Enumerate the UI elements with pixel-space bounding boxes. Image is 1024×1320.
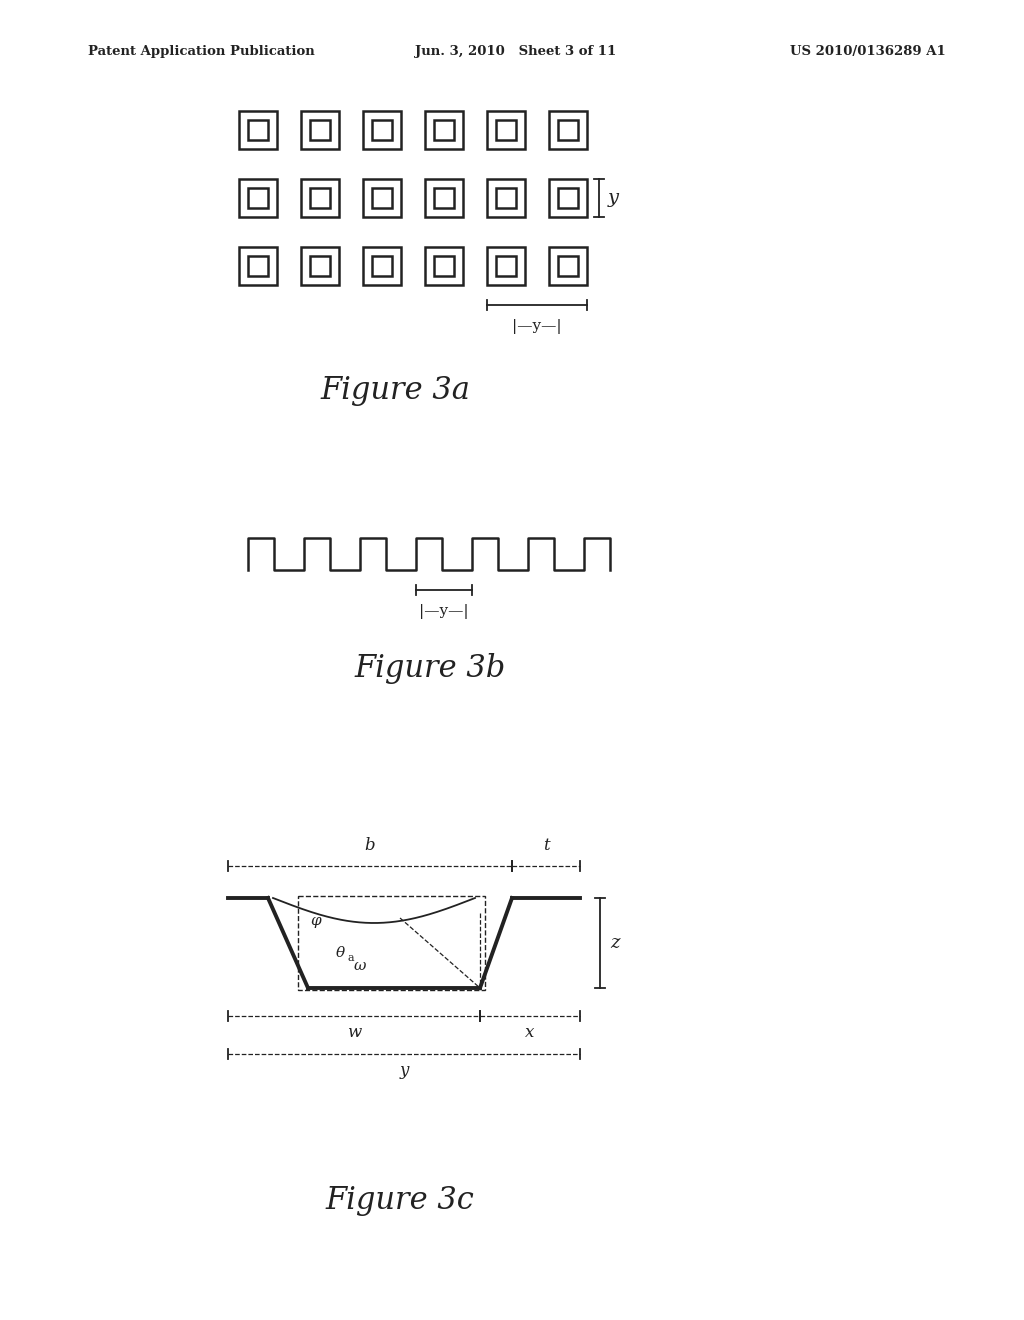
Bar <box>487 111 525 149</box>
Text: |—y—|: |—y—| <box>512 319 562 334</box>
Bar <box>362 111 401 149</box>
Text: Figure 3c: Figure 3c <box>326 1184 474 1216</box>
Text: t: t <box>543 837 549 854</box>
Bar <box>301 180 339 216</box>
Text: |—y—|: |—y—| <box>419 605 469 619</box>
Bar <box>301 111 339 149</box>
Bar <box>487 180 525 216</box>
Text: b: b <box>365 837 376 854</box>
Text: y: y <box>608 189 618 207</box>
Text: z: z <box>610 935 620 952</box>
Bar <box>248 120 268 140</box>
Bar <box>362 180 401 216</box>
Text: Figure 3b: Figure 3b <box>354 652 506 684</box>
Bar <box>496 187 516 209</box>
Text: ω: ω <box>354 960 367 973</box>
Bar <box>310 187 330 209</box>
Bar <box>310 120 330 140</box>
Bar <box>549 247 587 285</box>
Bar <box>425 111 463 149</box>
Bar <box>558 187 578 209</box>
Bar <box>558 120 578 140</box>
Bar <box>549 180 587 216</box>
Text: y: y <box>399 1063 409 1078</box>
Text: Jun. 3, 2010   Sheet 3 of 11: Jun. 3, 2010 Sheet 3 of 11 <box>415 45 616 58</box>
Bar <box>496 120 516 140</box>
Bar <box>239 180 278 216</box>
Bar <box>372 256 392 276</box>
Text: Patent Application Publication: Patent Application Publication <box>88 45 314 58</box>
Bar <box>434 187 454 209</box>
Text: θ: θ <box>336 946 344 960</box>
Bar <box>425 247 463 285</box>
Bar <box>239 111 278 149</box>
Bar <box>239 247 278 285</box>
Bar <box>496 256 516 276</box>
Bar <box>301 247 339 285</box>
Text: x: x <box>525 1024 535 1041</box>
Bar <box>434 120 454 140</box>
Text: a: a <box>348 953 354 964</box>
Text: US 2010/0136289 A1: US 2010/0136289 A1 <box>790 45 946 58</box>
Bar <box>372 120 392 140</box>
Bar <box>425 180 463 216</box>
Bar <box>487 247 525 285</box>
Bar <box>362 247 401 285</box>
Bar <box>298 896 485 990</box>
Text: φ: φ <box>310 913 322 928</box>
Text: Figure 3a: Figure 3a <box>321 375 470 405</box>
Bar <box>248 187 268 209</box>
Bar <box>248 256 268 276</box>
Bar <box>558 256 578 276</box>
Bar <box>549 111 587 149</box>
Text: w: w <box>347 1024 361 1041</box>
Bar <box>434 256 454 276</box>
Bar <box>310 256 330 276</box>
Bar <box>372 187 392 209</box>
